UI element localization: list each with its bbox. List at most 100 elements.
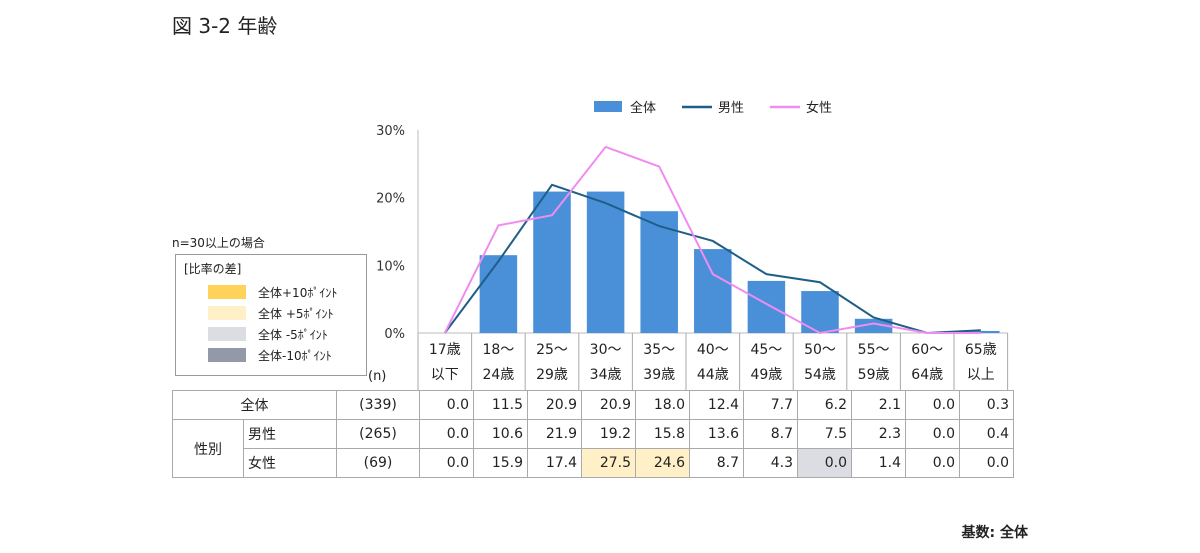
value-cell: 27.5: [581, 448, 636, 478]
value-cell: 17.4: [527, 448, 582, 478]
category-label: 34歳: [590, 367, 622, 383]
diff-legend-label: 全体 +5ﾎﾟｲﾝﾄ: [258, 307, 334, 321]
bar-3: [586, 191, 625, 333]
category-label: 以上: [967, 367, 995, 383]
table-row: 性別 男性 (265) 0.0 10.6 21.9 19.2 15.8 13.6 8.7 7.5 2.…: [172, 419, 1014, 478]
y-tick-label: 20%: [376, 192, 405, 207]
line-女性: [443, 145, 981, 335]
category-label: 65歳: [965, 342, 997, 358]
bar-4: [640, 211, 678, 333]
category-label: 29歳: [536, 367, 568, 383]
value-cell: 19.2: [581, 419, 636, 449]
category-label: 18～: [482, 342, 514, 358]
diff-legend-label: 全体-10ﾎﾟｲﾝﾄ: [258, 349, 332, 363]
row-label: 女性: [243, 448, 337, 478]
category-label: 45～: [750, 342, 782, 358]
value-cell: 8.7: [743, 419, 798, 449]
value-cell: 18.0: [635, 390, 690, 420]
row-label: 男性: [243, 419, 337, 449]
category-label: 40～: [697, 342, 729, 358]
value-cell: 10.6: [473, 419, 528, 449]
diff-legend-swatch: [208, 327, 246, 341]
value-cell: 15.8: [635, 419, 690, 449]
diff-legend: [比率の差] 全体+10ﾎﾟｲﾝﾄ 全体 +5ﾎﾟｲﾝﾄ 全体 -5ﾎﾟｲﾝﾄ 全体-…: [175, 254, 367, 376]
diff-legend-label: 全体+10ﾎﾟｲﾝﾄ: [258, 286, 338, 300]
value-cell: 0.0: [905, 390, 960, 420]
value-cell: 0.0: [419, 419, 474, 449]
category-label: 54歳: [804, 367, 836, 383]
figure-title: 図 3-2 年齢: [172, 14, 278, 38]
category-label: 55～: [858, 342, 890, 358]
category-label: 44歳: [697, 367, 729, 383]
bar-10: [962, 330, 1000, 333]
bar-1: [479, 255, 518, 333]
value-cell: 0.0: [905, 419, 960, 449]
n-label: (n): [368, 369, 387, 384]
legend-swatch: [594, 101, 622, 112]
bar-8: [854, 318, 893, 333]
value-cell: 11.5: [473, 390, 528, 420]
category-label: 64歳: [911, 367, 943, 383]
y-tick-label: 30%: [376, 124, 405, 139]
diff-legend-swatch: [208, 285, 246, 299]
bar-5: [694, 249, 732, 333]
category-label: 39歳: [643, 367, 675, 383]
value-cell: 0.0: [419, 390, 474, 420]
table-row: 全体 (339) 0.0 11.5 20.9 20.9 18.0 12.4 7.7 6.2 2.1 0…: [172, 390, 1014, 420]
category-label: 17歳: [429, 342, 461, 358]
line-男性: [443, 183, 981, 335]
value-cell: 0.3: [959, 390, 1014, 420]
bar-6: [747, 280, 786, 333]
row-label: 全体: [172, 390, 337, 420]
diff-legend-label: 全体 -5ﾎﾟｲﾝﾄ: [258, 328, 328, 342]
value-cell: 20.9: [581, 390, 636, 420]
category-label: 50～: [804, 342, 836, 358]
value-cell: 0.0: [905, 448, 960, 478]
y-tick-label: 10%: [376, 259, 405, 274]
diff-legend-title: [比率の差]: [184, 262, 242, 276]
category-label: 49歳: [750, 367, 782, 383]
value-cell: 15.9: [473, 448, 528, 478]
value-cell: 24.6: [635, 448, 690, 478]
diff-legend-swatch: [208, 348, 246, 362]
diff-legend-swatch: [208, 306, 246, 320]
base-note: 基数: 全体: [961, 525, 1028, 541]
row-n: (69): [336, 448, 420, 478]
value-cell: 0.0: [419, 448, 474, 478]
data-table: 全体 (339) 0.0 11.5 20.9 20.9 18.0 12.4 7.7 6.2 2.1 0…: [172, 390, 1014, 478]
value-cell: 1.4: [851, 448, 906, 478]
value-cell: 12.4: [689, 390, 744, 420]
bar-2: [533, 191, 571, 333]
category-label: 25～: [536, 342, 568, 358]
legend-label: 男性: [718, 101, 744, 116]
value-cell: 4.3: [743, 448, 798, 478]
value-cell: 2.3: [851, 419, 906, 449]
value-cell: 7.7: [743, 390, 798, 420]
category-label: 30～: [590, 342, 622, 358]
value-cell: 8.7: [689, 448, 744, 478]
value-cell: 7.5: [797, 419, 852, 449]
value-cell: 13.6: [689, 419, 744, 449]
value-cell: 21.9: [527, 419, 582, 449]
value-cell: 6.2: [797, 390, 852, 420]
value-cell: 2.1: [851, 390, 906, 420]
category-label: 35～: [643, 342, 675, 358]
value-cell: 0.0: [959, 448, 1014, 478]
value-cell: 0.4: [959, 419, 1014, 449]
sample-size-note: n=30以上の場合: [172, 236, 265, 250]
row-n: (339): [336, 390, 420, 420]
category-label: 60～: [911, 342, 943, 358]
category-label: 59歳: [858, 367, 890, 383]
group-label: 性別: [172, 419, 244, 478]
y-tick-label: 0%: [384, 327, 405, 342]
table-row: 女性 (69) 0.0 15.9 17.4 27.5 24.6 8.7 4.3 0.0 1.4 0.0…: [173, 448, 1014, 478]
legend-label: 女性: [806, 100, 832, 116]
legend-label: 全体: [630, 100, 656, 116]
value-cell: 0.0: [797, 448, 852, 478]
category-label: 24歳: [482, 367, 514, 383]
value-cell: 20.9: [527, 390, 582, 420]
category-label: 以下: [431, 367, 459, 383]
row-n: (265): [336, 419, 420, 449]
